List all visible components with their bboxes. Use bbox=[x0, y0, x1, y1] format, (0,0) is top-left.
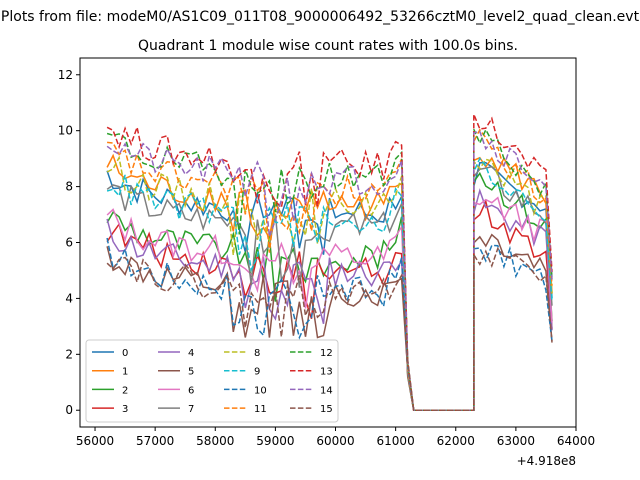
y-tick-label: 4 bbox=[65, 291, 73, 305]
series-line-6 bbox=[106, 196, 553, 411]
legend-frame bbox=[85, 339, 339, 423]
y-tick-label: 2 bbox=[65, 347, 73, 361]
y-axis: 0 2 4 6 8 10 12 bbox=[58, 68, 80, 417]
x-offset-label: +4.918e8 bbox=[517, 454, 576, 468]
series-line-13 bbox=[106, 114, 553, 411]
legend-label-12: 12 bbox=[320, 348, 333, 359]
x-axis: 56000 57000 58000 59000 60000 61000 62000 63000… bbox=[76, 427, 595, 448]
legend-label-13: 13 bbox=[320, 367, 333, 378]
x-tick-label: 58000 bbox=[196, 434, 234, 448]
series-line-9 bbox=[106, 157, 553, 411]
series-line-4 bbox=[106, 188, 553, 411]
y-tick-label: 0 bbox=[65, 403, 73, 417]
legend-label-3: 3 bbox=[122, 404, 128, 415]
series-line-5 bbox=[106, 233, 553, 411]
series-line-15 bbox=[106, 246, 553, 411]
x-tick-label: 62000 bbox=[437, 434, 475, 448]
y-tick-label: 12 bbox=[58, 68, 73, 82]
legend-label-4: 4 bbox=[188, 348, 194, 359]
legend-label-10: 10 bbox=[254, 385, 267, 396]
chart-title: Quadrant 1 module wise count rates with … bbox=[138, 38, 518, 54]
series-line-8 bbox=[106, 155, 553, 411]
legend-label-6: 6 bbox=[188, 385, 194, 396]
legend-label-5: 5 bbox=[188, 367, 194, 378]
x-tick-label: 64000 bbox=[557, 434, 595, 448]
plot-area bbox=[106, 114, 553, 411]
x-tick-label: 60000 bbox=[316, 434, 354, 448]
legend-label-15: 15 bbox=[320, 404, 333, 415]
x-tick-label: 57000 bbox=[136, 434, 174, 448]
legend-label-14: 14 bbox=[320, 385, 333, 396]
series-line-7 bbox=[106, 165, 553, 411]
series-line-2 bbox=[106, 171, 553, 411]
figure-suptitle: Plots from file: modeM0/AS1C09_011T08_90… bbox=[1, 9, 640, 25]
series-line-11 bbox=[107, 128, 553, 411]
legend-label-9: 9 bbox=[254, 367, 260, 378]
x-tick-label: 56000 bbox=[76, 434, 114, 448]
legend-label-8: 8 bbox=[254, 348, 260, 359]
y-tick-label: 8 bbox=[65, 180, 73, 194]
legend-label-2: 2 bbox=[122, 385, 128, 396]
y-tick-label: 10 bbox=[58, 124, 73, 138]
y-tick-label: 6 bbox=[65, 236, 73, 250]
series-line-14 bbox=[106, 130, 553, 411]
series-line-3 bbox=[106, 199, 553, 411]
series-line-1 bbox=[106, 153, 553, 411]
legend-label-1: 1 bbox=[122, 367, 128, 378]
legend-label-7: 7 bbox=[188, 404, 194, 415]
x-tick-label: 61000 bbox=[377, 434, 415, 448]
series-line-12 bbox=[106, 128, 553, 411]
x-tick-label: 63000 bbox=[497, 434, 535, 448]
x-tick-label: 59000 bbox=[256, 434, 294, 448]
legend-label-11: 11 bbox=[254, 404, 267, 415]
legend-label-0: 0 bbox=[122, 348, 128, 359]
